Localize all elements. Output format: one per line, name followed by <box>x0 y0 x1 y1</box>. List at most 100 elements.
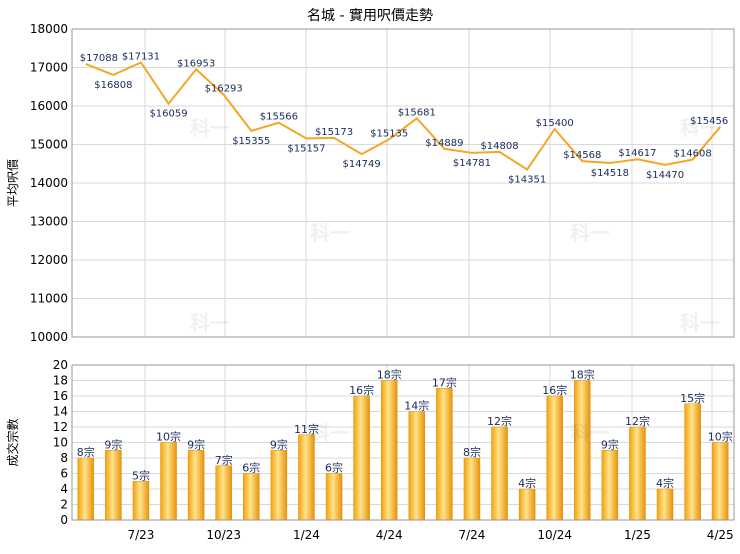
price-data-label: $14808 <box>480 141 518 152</box>
watermark: 科一 <box>570 221 610 245</box>
y-tick-label: 14 <box>53 405 68 419</box>
volume-bar <box>132 481 150 521</box>
x-tick-label: 1/25 <box>624 528 651 542</box>
x-tick-label: 4/24 <box>376 528 403 542</box>
volume-bar <box>408 411 426 521</box>
volume-data-label: 9宗 <box>104 437 122 451</box>
price-data-label: $15157 <box>287 143 325 154</box>
price-data-label: $15566 <box>260 112 298 123</box>
volume-data-label: 12宗 <box>625 414 650 428</box>
volume-data-label: 4宗 <box>518 476 536 490</box>
watermark: 科一 <box>190 116 230 140</box>
y-tick-label: 12000 <box>30 253 68 267</box>
volume-data-label: 14宗 <box>404 399 429 413</box>
volume-bar <box>684 403 701 521</box>
volume-bar <box>518 488 536 521</box>
volume-bar <box>77 457 95 521</box>
volume-data-label: 8宗 <box>463 445 481 459</box>
volume-data-label: 6宗 <box>325 461 343 475</box>
x-tick-label: 7/24 <box>458 528 485 542</box>
volume-bar <box>656 488 674 521</box>
y-tick-label: 18000 <box>30 22 68 36</box>
price-data-label: $14889 <box>425 138 463 149</box>
volume-data-label: 10宗 <box>156 430 181 444</box>
volume-data-label: 16宗 <box>542 383 567 397</box>
y-tick-label: 2 <box>60 498 68 512</box>
y-tick-label: 10000 <box>30 330 68 344</box>
y-tick-label: 14000 <box>30 176 68 190</box>
price-data-label: $14608 <box>674 149 712 160</box>
volume-data-label: 9宗 <box>187 437 205 451</box>
watermark: 科一 <box>310 221 350 245</box>
volume-bar <box>380 380 398 521</box>
x-tick-label: 4/25 <box>707 528 734 542</box>
chart-title: 名城 - 實用呎價走勢 <box>307 7 433 24</box>
volume-bar <box>215 465 232 521</box>
price-data-label: $14568 <box>563 150 601 161</box>
price-data-label: $17088 <box>80 53 118 64</box>
volume-bar <box>546 395 563 521</box>
plot-frame <box>71 28 735 338</box>
price-data-label: $15173 <box>315 127 353 138</box>
price-data-label: $14617 <box>618 148 656 159</box>
y-tick-label: 17000 <box>30 61 68 75</box>
watermark: 科一 <box>310 421 350 445</box>
volume-data-label: 9宗 <box>270 437 288 451</box>
x-tick-label: 10/24 <box>537 528 572 542</box>
price-data-label: $15400 <box>536 118 574 129</box>
price-line <box>85 61 721 171</box>
price-data-label: $15456 <box>690 116 728 127</box>
y-tick-label: 20 <box>53 358 68 372</box>
price-data-label: $16059 <box>149 109 187 120</box>
price-data-label: $15135 <box>370 128 408 139</box>
y-axis-label: 平均呎價 <box>6 159 20 207</box>
watermark: 科一 <box>570 421 610 445</box>
price-data-label: $14351 <box>508 174 546 185</box>
volume-data-label: 16宗 <box>349 383 374 397</box>
volume-data-label: 15宗 <box>680 391 705 405</box>
y-tick-label: 16000 <box>30 99 68 113</box>
plot-frame <box>71 364 735 521</box>
y-tick-label: 10 <box>53 436 68 450</box>
volume-data-label: 4宗 <box>656 476 674 490</box>
y-tick-label: 18 <box>53 374 68 388</box>
volume-data-label: 12宗 <box>487 414 512 428</box>
volume-bar <box>711 442 729 521</box>
price-data-label: $15355 <box>232 136 270 147</box>
volume-bar <box>298 434 315 521</box>
volume-bar <box>463 457 481 521</box>
volume-data-label: 18宗 <box>377 368 402 382</box>
volume-bar <box>601 450 619 521</box>
price-data-label: $16293 <box>205 84 243 95</box>
y-tick-label: 0 <box>60 513 68 527</box>
volume-data-label: 5宗 <box>132 468 150 482</box>
price-data-label: $17131 <box>122 51 160 62</box>
price-data-label: $16808 <box>94 80 132 91</box>
volume-data-label: 17宗 <box>432 375 457 389</box>
volume-bar <box>574 380 591 521</box>
volume-data-label: 6宗 <box>242 461 260 475</box>
y-tick-label: 16 <box>53 389 68 403</box>
x-tick-label: 1/24 <box>293 528 320 542</box>
volume-data-label: 18宗 <box>570 368 595 382</box>
volume-bar <box>491 426 508 521</box>
y-tick-label: 6 <box>60 467 68 481</box>
price-data-label: $14781 <box>453 158 491 169</box>
price-data-label: $14518 <box>591 168 629 179</box>
volume-bar <box>243 473 260 521</box>
y-tick-label: 13000 <box>30 215 68 229</box>
watermark: 科一 <box>190 311 230 335</box>
volume-data-label: 11宗 <box>294 422 319 436</box>
volume-bar <box>325 473 343 521</box>
y-tick-label: 11000 <box>30 292 68 306</box>
price-data-label: $14470 <box>646 170 684 181</box>
y-tick-label: 12 <box>53 420 68 434</box>
volume-data-label: 9宗 <box>601 437 619 451</box>
price-line-chart: 10000 11000 12000 13000 14000 15000 16000 17000… <box>6 22 735 344</box>
volume-bar <box>270 450 288 521</box>
volume-bar <box>353 395 370 521</box>
volume-bar <box>629 426 646 521</box>
